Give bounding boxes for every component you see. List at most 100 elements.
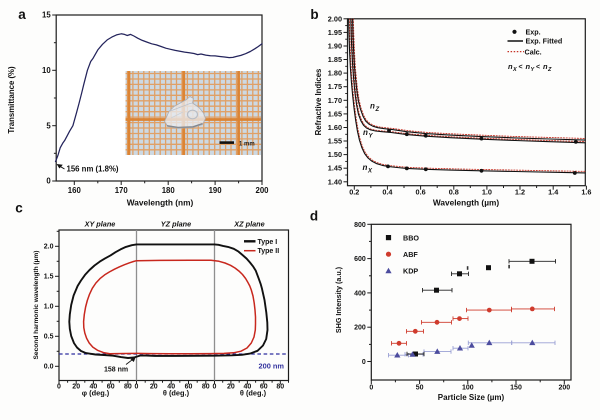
svg-text:1.55: 1.55: [328, 137, 342, 146]
svg-text:20: 20: [227, 384, 235, 391]
svg-text:<: <: [536, 64, 540, 71]
svg-text:0: 0: [57, 384, 61, 391]
svg-text:100: 100: [462, 384, 474, 391]
svg-text:1.2: 1.2: [515, 187, 525, 196]
svg-text:0: 0: [362, 359, 366, 366]
svg-text:c: c: [15, 201, 23, 216]
svg-text:Z: Z: [547, 67, 552, 73]
svg-text:0.5: 0.5: [44, 334, 54, 341]
svg-text:0.2: 0.2: [349, 187, 359, 196]
svg-text:180: 180: [162, 186, 176, 195]
svg-text:Y: Y: [369, 134, 374, 140]
svg-text:1.40: 1.40: [328, 177, 342, 186]
svg-text:1.80: 1.80: [328, 69, 342, 78]
svg-text:0.8: 0.8: [449, 187, 459, 196]
svg-text:Calc.: Calc.: [525, 47, 542, 56]
svg-text:15: 15: [42, 11, 51, 20]
svg-text:80: 80: [276, 384, 284, 391]
svg-text:60: 60: [185, 384, 193, 391]
svg-text:1.85: 1.85: [328, 55, 342, 64]
svg-text:158 nm: 158 nm: [104, 367, 128, 374]
svg-text:θ (deg.): θ (deg.): [240, 389, 267, 398]
svg-text:200: 200: [255, 186, 269, 195]
svg-text:20: 20: [150, 384, 158, 391]
svg-text:1.60: 1.60: [328, 123, 342, 132]
svg-text:φ (deg.): φ (deg.): [82, 389, 110, 398]
svg-text:190: 190: [209, 186, 223, 195]
svg-text:n: n: [363, 128, 368, 137]
svg-text:1.45: 1.45: [328, 164, 342, 173]
svg-text:Y: Y: [531, 67, 536, 73]
svg-text:1 mm: 1 mm: [239, 142, 255, 148]
svg-text:n: n: [370, 102, 375, 111]
svg-text:Second harmonic wavelength (µm: Second harmonic wavelength (µm): [33, 251, 40, 360]
svg-text:200 nm: 200 nm: [259, 362, 285, 371]
svg-text:0.6: 0.6: [416, 187, 426, 196]
svg-text:θ (deg.): θ (deg.): [163, 389, 190, 398]
svg-text:ABF: ABF: [403, 250, 418, 259]
svg-text:X: X: [512, 67, 517, 73]
svg-text:0: 0: [46, 177, 51, 186]
svg-text:1.70: 1.70: [328, 96, 342, 105]
svg-text:2.0: 2.0: [44, 244, 54, 251]
svg-text:d: d: [310, 209, 318, 224]
svg-text:a: a: [18, 7, 26, 22]
svg-text:b: b: [310, 7, 318, 22]
svg-text:400: 400: [354, 290, 366, 297]
svg-text:20: 20: [72, 384, 80, 391]
svg-text:50: 50: [416, 384, 424, 391]
svg-text:n: n: [526, 62, 531, 71]
svg-text:n: n: [508, 62, 513, 71]
svg-text:XY plane: XY plane: [84, 220, 116, 229]
svg-text:KDP: KDP: [403, 267, 418, 276]
svg-text:0: 0: [135, 384, 139, 391]
svg-text:1.6: 1.6: [581, 187, 591, 196]
svg-text:600: 600: [354, 256, 366, 263]
svg-text:60: 60: [107, 384, 115, 391]
svg-text:1.0: 1.0: [482, 187, 492, 196]
svg-text:1.90: 1.90: [328, 42, 342, 51]
svg-text:1.4: 1.4: [548, 187, 559, 196]
svg-text:1.50: 1.50: [328, 150, 342, 159]
svg-text:40: 40: [244, 384, 252, 391]
svg-text:80: 80: [202, 384, 210, 391]
svg-text:X: X: [367, 169, 373, 175]
svg-text:0: 0: [369, 384, 373, 391]
svg-text:200: 200: [558, 384, 570, 391]
svg-text:n: n: [543, 62, 548, 71]
svg-text:n: n: [363, 163, 368, 172]
svg-text:1.5: 1.5: [44, 274, 54, 281]
svg-text:<: <: [519, 64, 523, 71]
svg-text:1.0: 1.0: [44, 304, 54, 311]
svg-text:2.00: 2.00: [328, 14, 342, 23]
svg-text:40: 40: [167, 384, 175, 391]
svg-text:Exp.: Exp.: [526, 28, 541, 37]
svg-text:10: 10: [42, 66, 51, 75]
svg-text:0.0: 0.0: [44, 364, 54, 371]
svg-text:156 nm (1.8%): 156 nm (1.8%): [67, 165, 119, 174]
svg-text:XZ plane: XZ plane: [233, 220, 264, 229]
svg-text:150: 150: [510, 384, 522, 391]
svg-text:Z: Z: [375, 107, 380, 113]
svg-text:200: 200: [354, 325, 366, 332]
svg-text:Exp. Fitted: Exp. Fitted: [526, 37, 563, 46]
svg-text:0: 0: [213, 384, 217, 391]
svg-text:60: 60: [260, 384, 268, 391]
svg-text:Transmittance (%): Transmittance (%): [7, 66, 16, 134]
svg-text:1.75: 1.75: [328, 82, 342, 91]
svg-text:40: 40: [90, 384, 98, 391]
svg-text:Wavelength (µm): Wavelength (µm): [433, 197, 499, 207]
svg-text:Particle Size (µm): Particle Size (µm): [438, 393, 505, 402]
svg-text:BBO: BBO: [403, 233, 419, 242]
svg-text:1.95: 1.95: [328, 28, 342, 37]
svg-text:170: 170: [115, 186, 129, 195]
svg-text:Type II: Type II: [258, 248, 280, 255]
svg-text:Refractive Indices: Refractive Indices: [314, 68, 323, 135]
svg-text:1.65: 1.65: [328, 109, 342, 118]
svg-text:Type I: Type I: [258, 239, 278, 246]
svg-text:5: 5: [46, 121, 51, 130]
svg-text:160: 160: [68, 186, 82, 195]
svg-text:SHG Intensity (a.u.): SHG Intensity (a.u.): [334, 266, 343, 333]
svg-text:0.4: 0.4: [382, 187, 393, 196]
svg-text:800: 800: [354, 222, 366, 229]
